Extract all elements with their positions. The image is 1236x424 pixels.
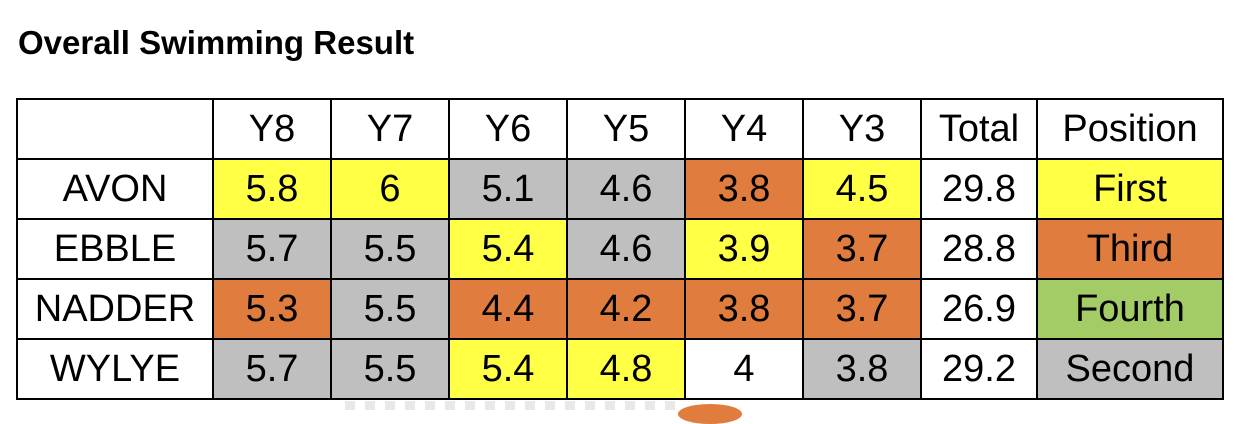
score-cell: 4.6 <box>566 158 686 220</box>
team-name-cell: WYLYE <box>16 338 214 400</box>
score-cell: 4 <box>684 338 804 400</box>
decorative-ball-shape <box>678 404 742 424</box>
score-cell: 5.1 <box>448 158 568 220</box>
header-cell-y7: Y7 <box>330 98 450 160</box>
score-cell: 4.8 <box>566 338 686 400</box>
score-cell: 3.8 <box>684 158 804 220</box>
table-row: AVON 5.8 6 5.1 4.6 3.8 4.5 29.8 First <box>16 158 1224 220</box>
table-row: NADDER 5.3 5.5 4.4 4.2 3.8 3.7 26.9 Four… <box>16 278 1224 340</box>
score-cell: 4.4 <box>448 278 568 340</box>
score-cell: 5.7 <box>212 338 332 400</box>
score-cell: 3.8 <box>802 338 922 400</box>
header-row: Y8 Y7 Y6 Y5 Y4 Y3 Total Position <box>16 98 1224 160</box>
score-cell: 5.5 <box>330 338 450 400</box>
score-cell: 3.9 <box>684 218 804 280</box>
header-cell-y8: Y8 <box>212 98 332 160</box>
position-cell: First <box>1036 158 1224 220</box>
score-cell: 5.3 <box>212 278 332 340</box>
table-row: EBBLE 5.7 5.5 5.4 4.6 3.9 3.7 28.8 Third <box>16 218 1224 280</box>
score-cell: 3.8 <box>684 278 804 340</box>
position-cell: Fourth <box>1036 278 1224 340</box>
team-name-cell: AVON <box>16 158 214 220</box>
header-cell-y5: Y5 <box>566 98 686 160</box>
score-cell: 6 <box>330 158 450 220</box>
position-cell: Second <box>1036 338 1224 400</box>
score-cell: 5.8 <box>212 158 332 220</box>
total-cell: 29.8 <box>920 158 1038 220</box>
team-name-cell: EBBLE <box>16 218 214 280</box>
score-cell: 5.5 <box>330 218 450 280</box>
total-cell: 29.2 <box>920 338 1038 400</box>
total-cell: 26.9 <box>920 278 1038 340</box>
score-cell: 5.4 <box>448 338 568 400</box>
score-cell: 5.5 <box>330 278 450 340</box>
score-cell: 4.5 <box>802 158 922 220</box>
position-cell: Third <box>1036 218 1224 280</box>
header-cell-y4: Y4 <box>684 98 804 160</box>
header-cell-y6: Y6 <box>448 98 568 160</box>
score-cell: 4.6 <box>566 218 686 280</box>
results-table: Y8 Y7 Y6 Y5 Y4 Y3 Total Position AVON 5.… <box>16 98 1224 400</box>
total-cell: 28.8 <box>920 218 1038 280</box>
score-cell: 3.7 <box>802 218 922 280</box>
header-cell-y3: Y3 <box>802 98 922 160</box>
score-cell: 5.7 <box>212 218 332 280</box>
header-cell-total: Total <box>920 98 1038 160</box>
score-cell: 5.4 <box>448 218 568 280</box>
header-cell-position: Position <box>1036 98 1224 160</box>
page-title: Overall Swimming Result <box>18 24 415 61</box>
decorative-strip <box>345 401 675 410</box>
score-cell: 4.2 <box>566 278 686 340</box>
team-name-cell: NADDER <box>16 278 214 340</box>
table-row: WYLYE 5.7 5.5 5.4 4.8 4 3.8 29.2 Second <box>16 338 1224 400</box>
score-cell: 3.7 <box>802 278 922 340</box>
header-cell-corner <box>16 98 214 160</box>
